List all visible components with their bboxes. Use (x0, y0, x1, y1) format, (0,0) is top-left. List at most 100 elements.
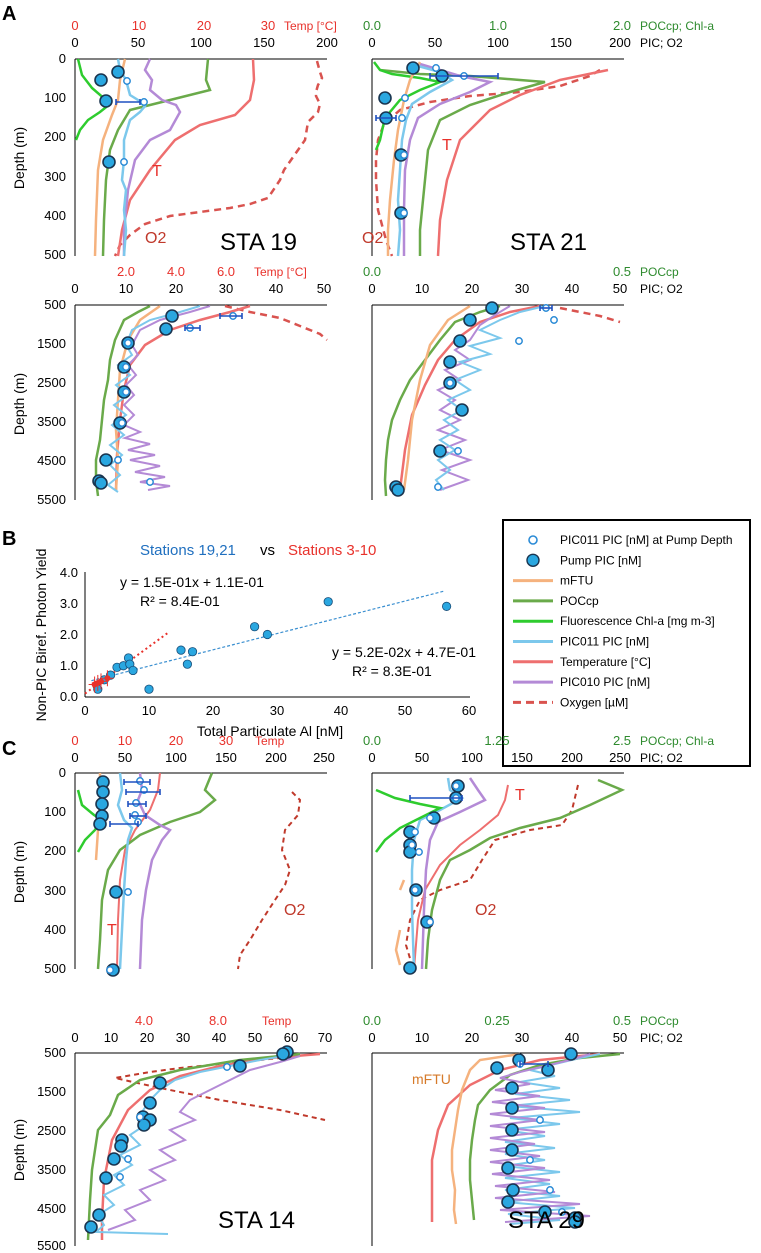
a-br-green-tick-0: 0.0 (363, 264, 381, 279)
pump-pic-point (455, 403, 469, 417)
pump-pic-point (505, 1101, 519, 1115)
pic011-pump-depth-point (124, 888, 132, 896)
pump-pic-point (406, 61, 420, 75)
a-tl-black-tick-1: 50 (131, 35, 145, 50)
b-point-red (98, 678, 104, 685)
legend-label: Oxygen [µM] (560, 695, 628, 709)
a-tl-depth-tick-0: 0 (59, 51, 66, 66)
b-ytick-0: 0.0 (60, 689, 78, 704)
c-tl-black-tick-3: 150 (215, 750, 237, 765)
pic011-pump-depth-point (123, 77, 131, 85)
pump-pic-point (564, 1047, 578, 1061)
pump-pic-point (506, 1183, 520, 1197)
pump-pic-point (501, 1161, 515, 1175)
pic011-pump-depth-point (526, 1156, 534, 1164)
c-tr-black-title: PIC; O2 (640, 751, 683, 765)
a-tr-t-annotation: T (442, 137, 452, 154)
c-bl-black-tick-0: 0 (71, 1030, 78, 1045)
b-point-blue (182, 659, 192, 669)
c-tr-black-tick-5: 250 (609, 750, 631, 765)
pic011-pump-depth-point (546, 1186, 554, 1194)
pump-pic-point (490, 1061, 504, 1075)
pic011-pump-depth-point (136, 777, 144, 785)
pump-pic-point (109, 885, 123, 899)
pump-pic-point (114, 1139, 128, 1153)
a-tl-pic011-line (116, 58, 147, 257)
pump-pic-point (485, 301, 499, 315)
pic011-pump-depth-point (114, 456, 122, 464)
a-tr-green-tick-1: 1.0 (489, 18, 507, 33)
c-br-black-title: PIC; O2 (640, 1031, 683, 1045)
a-bl-temp-tick-1: 4.0 (167, 264, 185, 279)
c-br-green-tick-2: 0.5 (613, 1013, 631, 1028)
c-br-pic010-line (489, 1053, 591, 1223)
pump-pic-point (505, 1081, 519, 1095)
c-tr-green-title: POCcp; Chl-a (640, 734, 714, 748)
pic011-pump-depth-point (131, 811, 139, 819)
a-tl-temp-tick-1: 10 (132, 18, 146, 33)
a-tr-black-title: PIC; O2 (640, 36, 683, 50)
a-bl-black-tick-2: 20 (169, 281, 183, 296)
b-title-vs: vs (260, 542, 275, 559)
pic011-pump-depth-point (120, 158, 128, 166)
legend-label: Pump PIC [nM] (560, 553, 641, 567)
c-bl-pic010-line (107, 1055, 301, 1231)
pump-pic-point (463, 313, 477, 327)
a-tl-temp-tick-3: 30 (261, 18, 275, 33)
pump-pic-point (84, 1220, 98, 1234)
legend-swatch-open-circle (528, 535, 538, 545)
pic011-pump-depth-point (140, 98, 148, 106)
a-sta19-label: STA 19 (220, 229, 297, 256)
c-tl-temp-tick-2: 20 (169, 733, 183, 748)
a-tr-green-tick-0: 0.0 (363, 18, 381, 33)
c-br-green-title: POCcp (640, 1014, 679, 1028)
b-ytick-2: 2.0 (60, 627, 78, 642)
c-tl-black-tick-2: 100 (165, 750, 187, 765)
a-tr-black-tick-0: 0 (368, 35, 375, 50)
pic011-pump-depth-point (118, 419, 126, 427)
pic011-pump-depth-point (398, 114, 406, 122)
pump-pic-point (137, 1118, 151, 1132)
pump-pic-point (107, 1152, 121, 1166)
c-tr-t-annotation: T (515, 787, 525, 804)
panel-label-b: B (2, 528, 16, 550)
b-title-right: Stations 3-10 (288, 542, 376, 559)
c-tr-black-tick-0: 0 (368, 750, 375, 765)
a-bl-oxygen-line (224, 304, 328, 341)
c-tl-depth-tick-0: 0 (59, 765, 66, 780)
c-tl-depth-tick-1: 100 (44, 804, 66, 819)
pump-pic-point (99, 1171, 113, 1185)
a-bl-depth-tick-1: 1500 (37, 336, 66, 351)
a-bl-black-tick-5: 50 (317, 281, 331, 296)
b-scatter-marks (84, 590, 452, 695)
panel-label-c: C (2, 738, 16, 760)
c-tr-black-tick-1: 50 (415, 750, 429, 765)
b-r2-2: R² = 8.3E-01 (352, 663, 432, 679)
legend-label: mFTU (560, 574, 593, 588)
a-tl-depth-tick-5: 500 (44, 247, 66, 262)
pump-pic-point (102, 155, 116, 169)
c-tr-oxygen-line (404, 784, 579, 966)
c-tr-green-tick-2: 2.5 (613, 733, 631, 748)
c-sta14-label: STA 14 (218, 1207, 295, 1234)
a-br-black-tick-0: 0 (368, 281, 375, 296)
c-tl-temp-line (116, 772, 161, 970)
a-tl-profiles (74, 58, 324, 257)
pic011-pump-depth-point (452, 782, 460, 790)
a-tl-depth-tick-2: 200 (44, 129, 66, 144)
a-tl-depth-tick-1: 100 (44, 90, 66, 105)
a-tl-depth-tick-3: 300 (44, 169, 66, 184)
a-bl-black-tick-3: 30 (219, 281, 233, 296)
c-bl-depth-tick-5: 5500 (37, 1238, 66, 1253)
c-tr-ftu-line (394, 879, 406, 966)
pump-pic-point (159, 322, 173, 336)
a-br-profiles (383, 304, 621, 497)
a-tl-temp-label: Temp [°C] (284, 19, 337, 33)
legend-label: Temperature [°C] (560, 655, 651, 669)
a-tr-temp-line (436, 68, 609, 257)
pump-pic-point (505, 1123, 519, 1137)
a-bottom-depth-label: Depth (m) (11, 373, 27, 435)
a-tl-o2-annotation: O2 (145, 230, 166, 247)
c-tl-depth-tick-4: 400 (44, 922, 66, 937)
c-bl-temp-tick-1: 8.0 (209, 1013, 227, 1028)
